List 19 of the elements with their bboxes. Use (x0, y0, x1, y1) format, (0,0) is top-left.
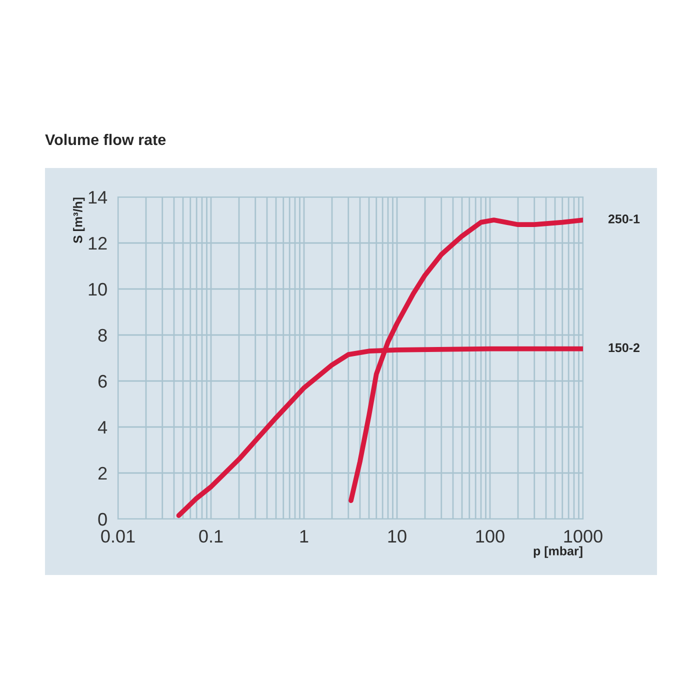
y-tick-label: 4 (98, 421, 108, 434)
y-tick-label: 8 (98, 328, 107, 342)
y-tick-label: 2 (98, 466, 107, 480)
y-tick-label: 6 (98, 374, 107, 388)
y-axis-title: S [m³/h] (73, 198, 85, 244)
x-tick-label: 100 (476, 530, 504, 543)
y-tick-label: 0 (98, 512, 107, 526)
x-axis-title: p [mbar] (534, 546, 582, 558)
y-tick-label: 10 (88, 282, 107, 296)
x-tick-label: 1 (300, 530, 308, 542)
x-tick-label: 0.01 (101, 530, 135, 543)
y-tick-label: 14 (88, 191, 108, 204)
x-tick-label: 0.1 (199, 530, 223, 543)
y-tick-label: 12 (88, 236, 107, 250)
text: 150-2 (608, 343, 640, 352)
x-tick-label: 1000 (564, 530, 602, 543)
text: 250-1 (608, 214, 640, 224)
chart-title: Volume flow rate (45, 134, 166, 146)
x-tick-label: 10 (388, 530, 406, 543)
